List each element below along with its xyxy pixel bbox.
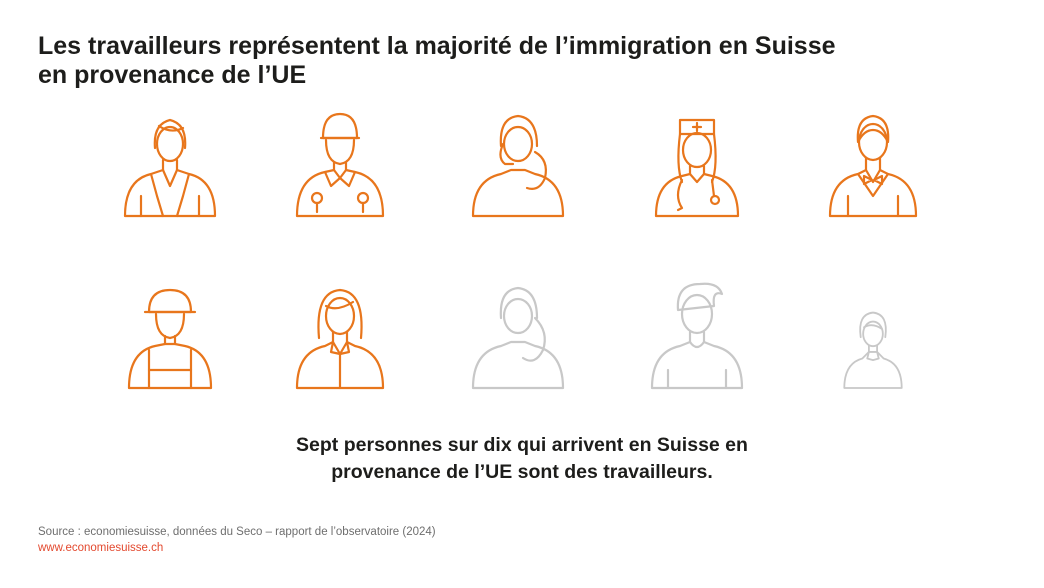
chart-headline: Sept personnes sur dix qui arrivent en S…: [222, 432, 822, 486]
non-worker-person-icon: [650, 282, 744, 390]
worker-person-icon: [295, 288, 385, 390]
chart-title-line-1: Les travailleurs représentent la majorit…: [38, 32, 836, 60]
person-icon-5-waiter-bowtie: [808, 100, 938, 230]
worker-person-icon: [295, 112, 385, 218]
person-icon-8-woman-ponytail: [453, 272, 583, 402]
headline-line-1: Sept personnes sur dix qui arrivent en S…: [296, 434, 748, 456]
worker-person-icon: [471, 114, 565, 218]
person-icon-6-worker-helmet-overalls: [105, 272, 235, 402]
worker-person-icon: [654, 118, 740, 218]
person-icon-3-call-center-headset: [453, 100, 583, 230]
person-icon-2-mechanic-cap: [275, 100, 405, 230]
chart-title-line-2: en provenance de l’UE: [38, 61, 307, 89]
pictogram-grid: [0, 100, 1044, 410]
worker-person-icon: [123, 118, 217, 218]
person-icon-7-woman-collar: [275, 272, 405, 402]
person-icon-9-man-tshirt: [632, 272, 762, 402]
person-icon-10-girl-child: [808, 272, 938, 402]
person-icon-1-woman-blazer: [105, 100, 235, 230]
chart-title: Les travailleurs représentent la majorit…: [38, 32, 998, 90]
person-icon-4-nurse-stethoscope: [632, 100, 762, 230]
headline-line-2: provenance de l’UE sont des travailleurs…: [331, 461, 713, 483]
non-worker-person-icon: [471, 286, 565, 390]
source-note: Source : economiesuisse, données du Seco…: [38, 526, 436, 538]
website-link[interactable]: www.economiesuisse.ch: [38, 542, 164, 554]
worker-person-icon: [127, 288, 213, 390]
non-worker-person-icon: [843, 311, 903, 389]
worker-person-icon: [828, 114, 918, 218]
